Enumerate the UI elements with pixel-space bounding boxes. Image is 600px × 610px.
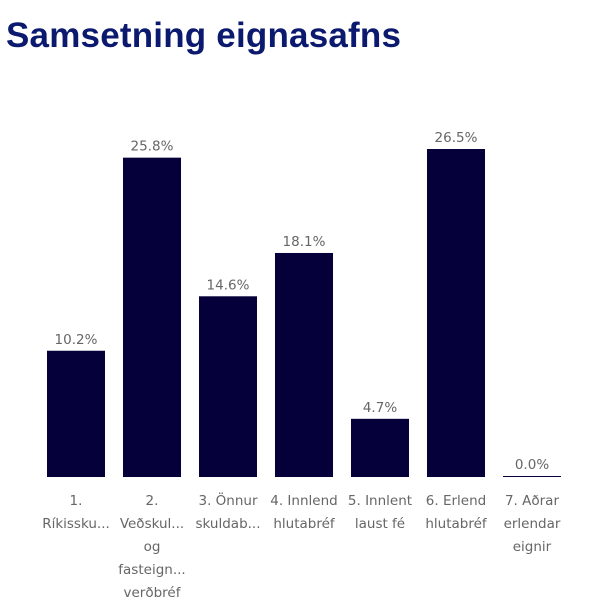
- bar[interactable]: [47, 350, 105, 477]
- bar[interactable]: [503, 476, 561, 477]
- data-label: 4.7%: [363, 400, 397, 416]
- category-label: laust fé: [355, 516, 405, 532]
- bar[interactable]: [275, 252, 333, 477]
- category-label: eignir: [513, 539, 552, 555]
- category-label: 3. Önnur: [198, 491, 257, 509]
- category-label: hlutabréf: [273, 516, 336, 532]
- data-label: 14.6%: [207, 277, 250, 293]
- bar[interactable]: [199, 296, 257, 477]
- category-label: 2.: [146, 493, 159, 509]
- bar[interactable]: [123, 157, 181, 477]
- category-label: 1.: [70, 493, 83, 509]
- category-label: 7. Aðrar: [505, 493, 559, 509]
- bar[interactable]: [351, 418, 409, 477]
- data-label: 10.2%: [55, 332, 98, 348]
- category-label: verðbréf: [124, 585, 182, 601]
- category-label: fasteign...: [118, 562, 185, 578]
- category-label: skuldab...: [195, 516, 260, 532]
- data-label: 18.1%: [283, 234, 326, 250]
- category-label: hlutabréf: [425, 516, 488, 532]
- category-label: 5. Innlent: [348, 493, 412, 509]
- bar[interactable]: [427, 149, 485, 477]
- category-label: 6. Erlend: [426, 493, 486, 509]
- data-label: 26.5%: [435, 130, 478, 146]
- category-label: 4. Innlend: [270, 493, 337, 509]
- category-label: erlendar: [504, 516, 561, 532]
- category-label: Ríkissku...: [42, 516, 110, 532]
- category-label: og: [144, 539, 161, 555]
- category-label: Veðskul...: [120, 516, 184, 532]
- data-label: 0.0%: [515, 457, 549, 473]
- chart-title: Samsetning eignasafns: [6, 16, 402, 55]
- data-label: 25.8%: [131, 139, 174, 155]
